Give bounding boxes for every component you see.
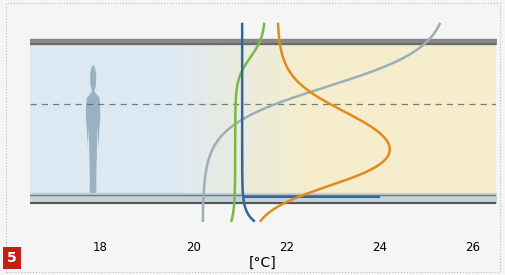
Bar bbox=[293, 44, 296, 195]
Bar bbox=[266, 44, 268, 195]
Bar bbox=[170, 44, 172, 195]
Bar bbox=[278, 44, 280, 195]
Bar bbox=[244, 44, 247, 195]
Bar bbox=[189, 44, 191, 195]
Polygon shape bbox=[86, 91, 100, 195]
Bar bbox=[260, 44, 263, 195]
Bar bbox=[283, 44, 286, 195]
Bar bbox=[285, 44, 287, 195]
Bar bbox=[197, 44, 200, 195]
Bar bbox=[264, 44, 267, 195]
Bar bbox=[274, 44, 277, 195]
Bar bbox=[229, 44, 232, 195]
Polygon shape bbox=[90, 65, 96, 92]
Bar bbox=[219, 44, 221, 195]
Bar bbox=[306, 44, 308, 195]
Bar bbox=[248, 44, 251, 195]
Bar bbox=[231, 44, 233, 195]
Bar bbox=[220, 44, 223, 195]
Bar bbox=[297, 44, 299, 195]
Bar bbox=[201, 44, 204, 195]
Bar bbox=[286, 44, 289, 195]
Bar bbox=[304, 44, 307, 195]
Bar bbox=[257, 44, 260, 195]
Bar bbox=[180, 44, 183, 195]
Bar bbox=[173, 44, 176, 195]
Bar bbox=[281, 44, 284, 195]
Bar bbox=[259, 44, 261, 195]
Bar bbox=[300, 44, 303, 195]
Bar bbox=[212, 44, 214, 195]
Bar bbox=[271, 44, 273, 195]
Bar bbox=[255, 44, 258, 195]
Bar bbox=[185, 44, 188, 195]
Bar bbox=[243, 44, 245, 195]
Bar bbox=[215, 44, 218, 195]
Bar bbox=[262, 44, 265, 195]
Bar bbox=[190, 44, 193, 195]
Bar bbox=[250, 44, 252, 195]
Bar bbox=[308, 44, 310, 195]
Bar bbox=[273, 44, 275, 195]
Bar bbox=[175, 44, 178, 195]
Bar bbox=[290, 44, 292, 195]
Bar bbox=[302, 44, 305, 195]
Bar bbox=[251, 44, 254, 195]
Bar bbox=[279, 44, 282, 195]
Bar bbox=[210, 44, 213, 195]
Bar bbox=[232, 44, 235, 195]
Bar bbox=[217, 44, 219, 195]
Bar bbox=[288, 44, 291, 195]
Bar bbox=[177, 44, 179, 195]
X-axis label: [°C]: [°C] bbox=[249, 256, 276, 270]
Bar bbox=[298, 44, 301, 195]
Bar bbox=[178, 44, 181, 195]
Bar bbox=[234, 44, 237, 195]
Bar bbox=[208, 44, 211, 195]
Bar bbox=[213, 44, 216, 195]
Bar bbox=[187, 44, 190, 195]
Bar bbox=[269, 44, 272, 195]
Bar bbox=[291, 44, 294, 195]
Bar bbox=[239, 44, 242, 195]
Bar bbox=[224, 44, 226, 195]
Bar bbox=[205, 44, 207, 195]
Bar bbox=[238, 44, 240, 195]
Bar bbox=[222, 44, 225, 195]
Bar bbox=[254, 44, 256, 195]
Bar bbox=[236, 44, 238, 195]
Bar bbox=[184, 44, 186, 195]
Bar bbox=[276, 44, 279, 195]
Bar bbox=[267, 44, 270, 195]
Bar bbox=[171, 44, 174, 195]
Bar bbox=[199, 44, 202, 195]
Bar bbox=[206, 44, 209, 195]
Bar bbox=[203, 44, 206, 195]
Bar bbox=[182, 44, 184, 195]
Bar bbox=[225, 44, 228, 195]
Bar bbox=[263, 44, 495, 195]
Bar bbox=[194, 44, 197, 195]
Bar bbox=[196, 44, 198, 195]
Bar bbox=[192, 44, 195, 195]
Bar bbox=[295, 44, 298, 195]
Bar bbox=[246, 44, 249, 195]
Text: 5: 5 bbox=[7, 251, 17, 265]
Bar bbox=[241, 44, 244, 195]
Bar bbox=[227, 44, 230, 195]
Bar bbox=[30, 44, 495, 195]
